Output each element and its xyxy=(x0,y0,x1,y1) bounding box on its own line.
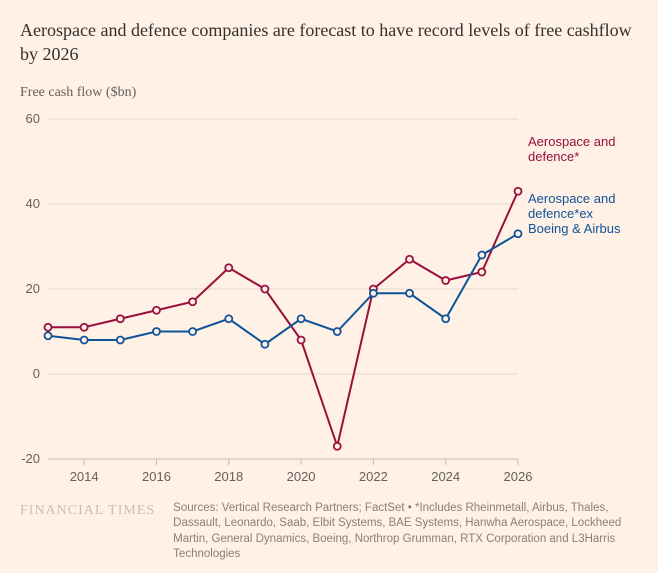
svg-text:2014: 2014 xyxy=(70,469,99,484)
chart-subtitle: Free cash flow ($bn) xyxy=(20,85,638,101)
svg-text:Aerospace anddefence*: Aerospace anddefence* xyxy=(528,134,615,164)
svg-text:0: 0 xyxy=(33,366,40,381)
svg-text:60: 60 xyxy=(26,111,40,126)
svg-text:40: 40 xyxy=(26,196,40,211)
svg-text:-20: -20 xyxy=(21,451,40,466)
svg-text:20: 20 xyxy=(26,281,40,296)
svg-text:2020: 2020 xyxy=(287,469,316,484)
svg-text:2022: 2022 xyxy=(359,469,388,484)
svg-text:Aerospace anddefence*exBoeing: Aerospace anddefence*exBoeing & Airbus xyxy=(528,190,621,235)
svg-text:2024: 2024 xyxy=(431,469,460,484)
chart-area: -20 0 20 40 60 2014 2016 2018 2020 2022 2024 2026 Ae… xyxy=(20,109,638,489)
chart-title: Aerospace and defence companies are fore… xyxy=(20,18,638,67)
brand-logo: FINANCIAL TIMES xyxy=(20,501,155,519)
svg-text:2018: 2018 xyxy=(214,469,243,484)
svg-text:2026: 2026 xyxy=(504,469,533,484)
line-chart: -20 0 20 40 60 2014 2016 2018 2020 2022 2024 2026 Ae… xyxy=(20,109,638,489)
svg-text:2016: 2016 xyxy=(142,469,171,484)
sources-text: Sources: Vertical Research Partners; Fac… xyxy=(173,501,630,563)
